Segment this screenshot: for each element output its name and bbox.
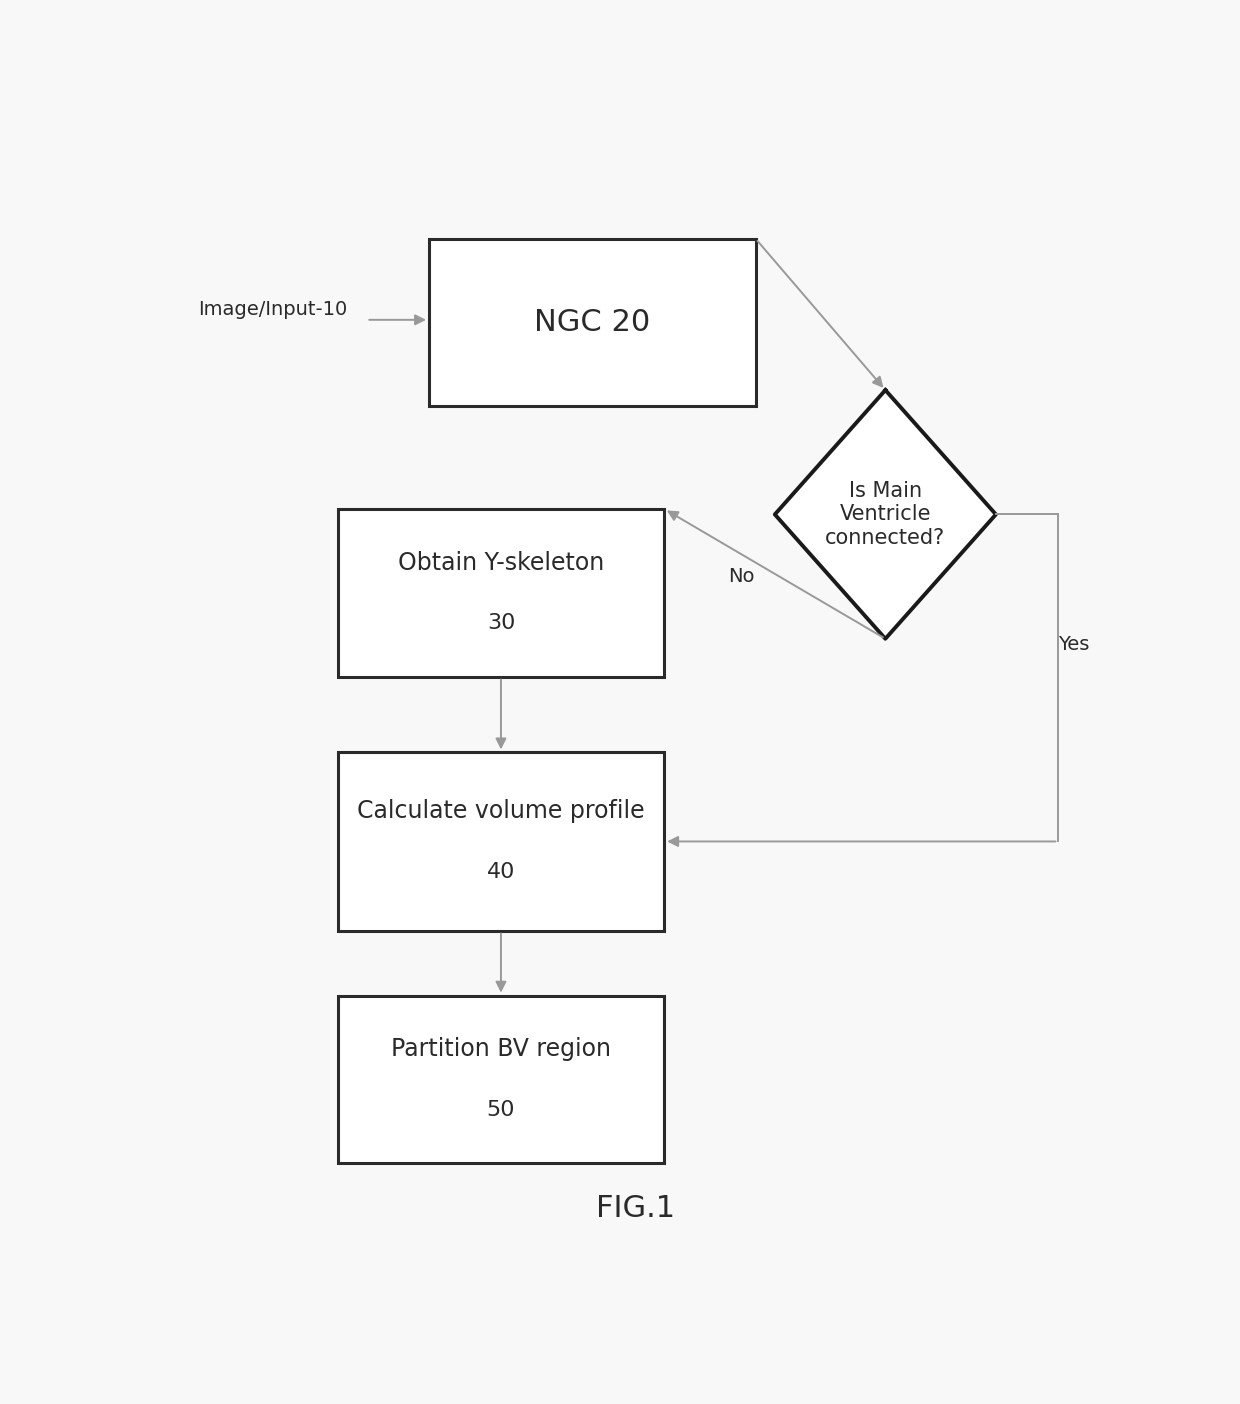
- Text: Partition BV region: Partition BV region: [391, 1038, 611, 1061]
- Polygon shape: [775, 390, 996, 639]
- FancyBboxPatch shape: [337, 753, 665, 931]
- Text: NGC 20: NGC 20: [534, 307, 650, 337]
- FancyBboxPatch shape: [337, 510, 665, 677]
- Text: Image/Input-10: Image/Input-10: [198, 299, 347, 319]
- Text: Calculate volume profile: Calculate volume profile: [357, 799, 645, 823]
- Text: No: No: [728, 567, 754, 585]
- Text: 40: 40: [487, 862, 515, 882]
- Text: Obtain Y-skeleton: Obtain Y-skeleton: [398, 550, 604, 574]
- FancyBboxPatch shape: [337, 995, 665, 1163]
- Text: 50: 50: [487, 1099, 515, 1119]
- Text: Yes: Yes: [1058, 635, 1090, 654]
- Text: Is Main
Ventricle
connected?: Is Main Ventricle connected?: [826, 482, 945, 548]
- Text: FIG.1: FIG.1: [596, 1193, 675, 1223]
- FancyBboxPatch shape: [429, 239, 755, 406]
- Text: 30: 30: [487, 614, 515, 633]
